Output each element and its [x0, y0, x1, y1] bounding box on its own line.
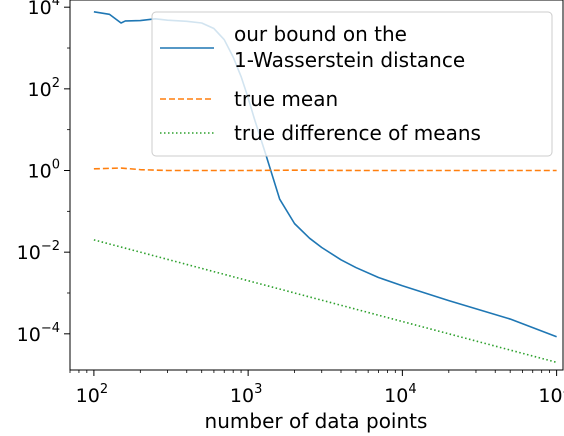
series-line-true-difference [93, 239, 557, 364]
x-axis-label: number of data points [205, 409, 428, 433]
x-tick-label: 103 [230, 382, 262, 407]
legend: our bound on the 1-Wasserstein distance … [151, 11, 553, 157]
x-tick-label: 105 [538, 382, 564, 407]
y-axis: 10−4 10−2 100 102 104 [17, 0, 70, 346]
legend-label-true-difference: true difference of means [234, 121, 481, 145]
x-axis: 102 103 104 105 [69, 370, 564, 407]
x-tick-label: 102 [76, 382, 108, 407]
y-tick-label: 104 [28, 0, 60, 19]
series-line-true-mean [93, 167, 557, 172]
legend-label-bound: our bound on the 1-Wasserstein distance [234, 22, 465, 72]
plot-area-frame [69, 0, 564, 371]
y-tick-label: 10−2 [17, 239, 60, 264]
y-tick-label: 10−4 [17, 321, 60, 346]
y-tick-label: 102 [28, 76, 60, 101]
y-tick-label: 100 [28, 158, 60, 183]
legend-label-true-mean: true mean [234, 87, 338, 111]
x-tick-label: 104 [384, 382, 416, 407]
legend-box [151, 11, 553, 157]
